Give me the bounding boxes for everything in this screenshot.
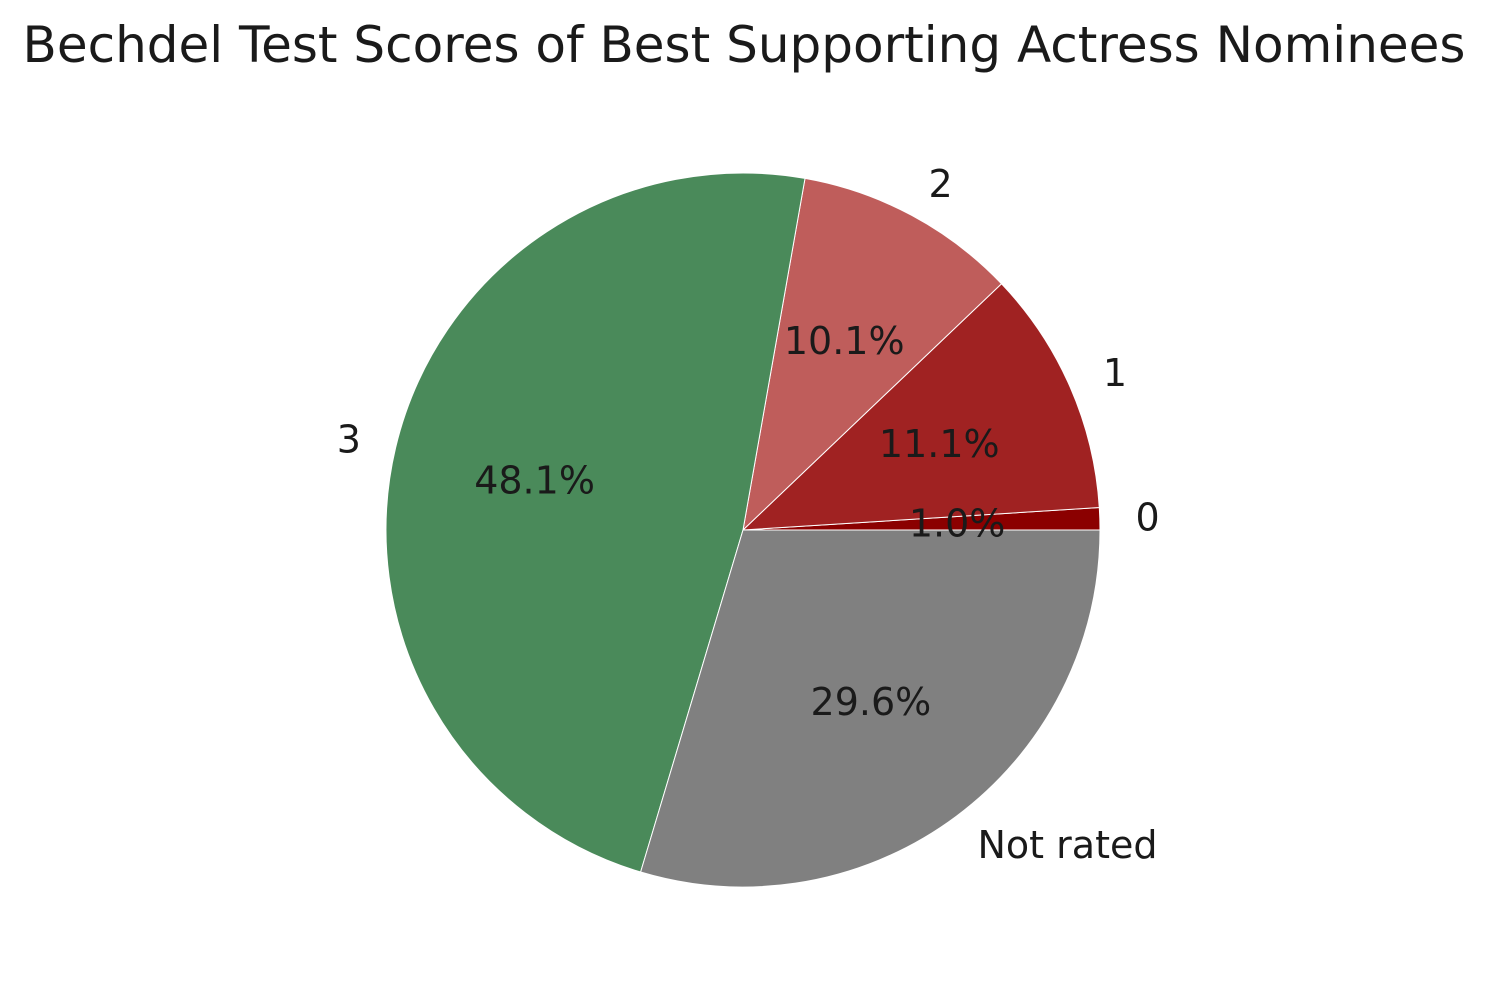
pie-slice-3: [385, 172, 806, 873]
pct-label: 10.1%: [784, 319, 905, 363]
chart-title: Bechdel Test Scores of Best Supporting A…: [23, 16, 1466, 74]
category-label: 2: [929, 162, 953, 206]
pie-slice-2: [742, 177, 1003, 532]
pct-label: 11.1%: [879, 422, 1000, 466]
category-label: Not rated: [978, 823, 1158, 867]
pie-labels: 1.0% 0 11.1% 1 10.1% 2 48.1% 3 29.6% Not rated: [337, 162, 1160, 867]
pie-slices: [385, 172, 1101, 888]
pct-label: 1.0%: [909, 501, 1006, 545]
pct-label: 29.6%: [811, 680, 932, 724]
category-label: 0: [1136, 496, 1160, 540]
pie-slice-1: [741, 283, 1100, 531]
pie-slice-not-rated: [639, 529, 1101, 888]
category-label: 1: [1103, 351, 1127, 395]
category-label: 3: [337, 417, 361, 461]
pct-label: 48.1%: [474, 459, 595, 503]
